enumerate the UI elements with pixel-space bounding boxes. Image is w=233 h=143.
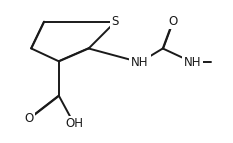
Text: O: O	[168, 15, 177, 28]
Text: S: S	[112, 15, 119, 28]
Text: NH: NH	[131, 56, 149, 69]
Text: NH: NH	[184, 56, 201, 69]
Text: O: O	[25, 112, 34, 125]
Text: OH: OH	[65, 117, 83, 130]
